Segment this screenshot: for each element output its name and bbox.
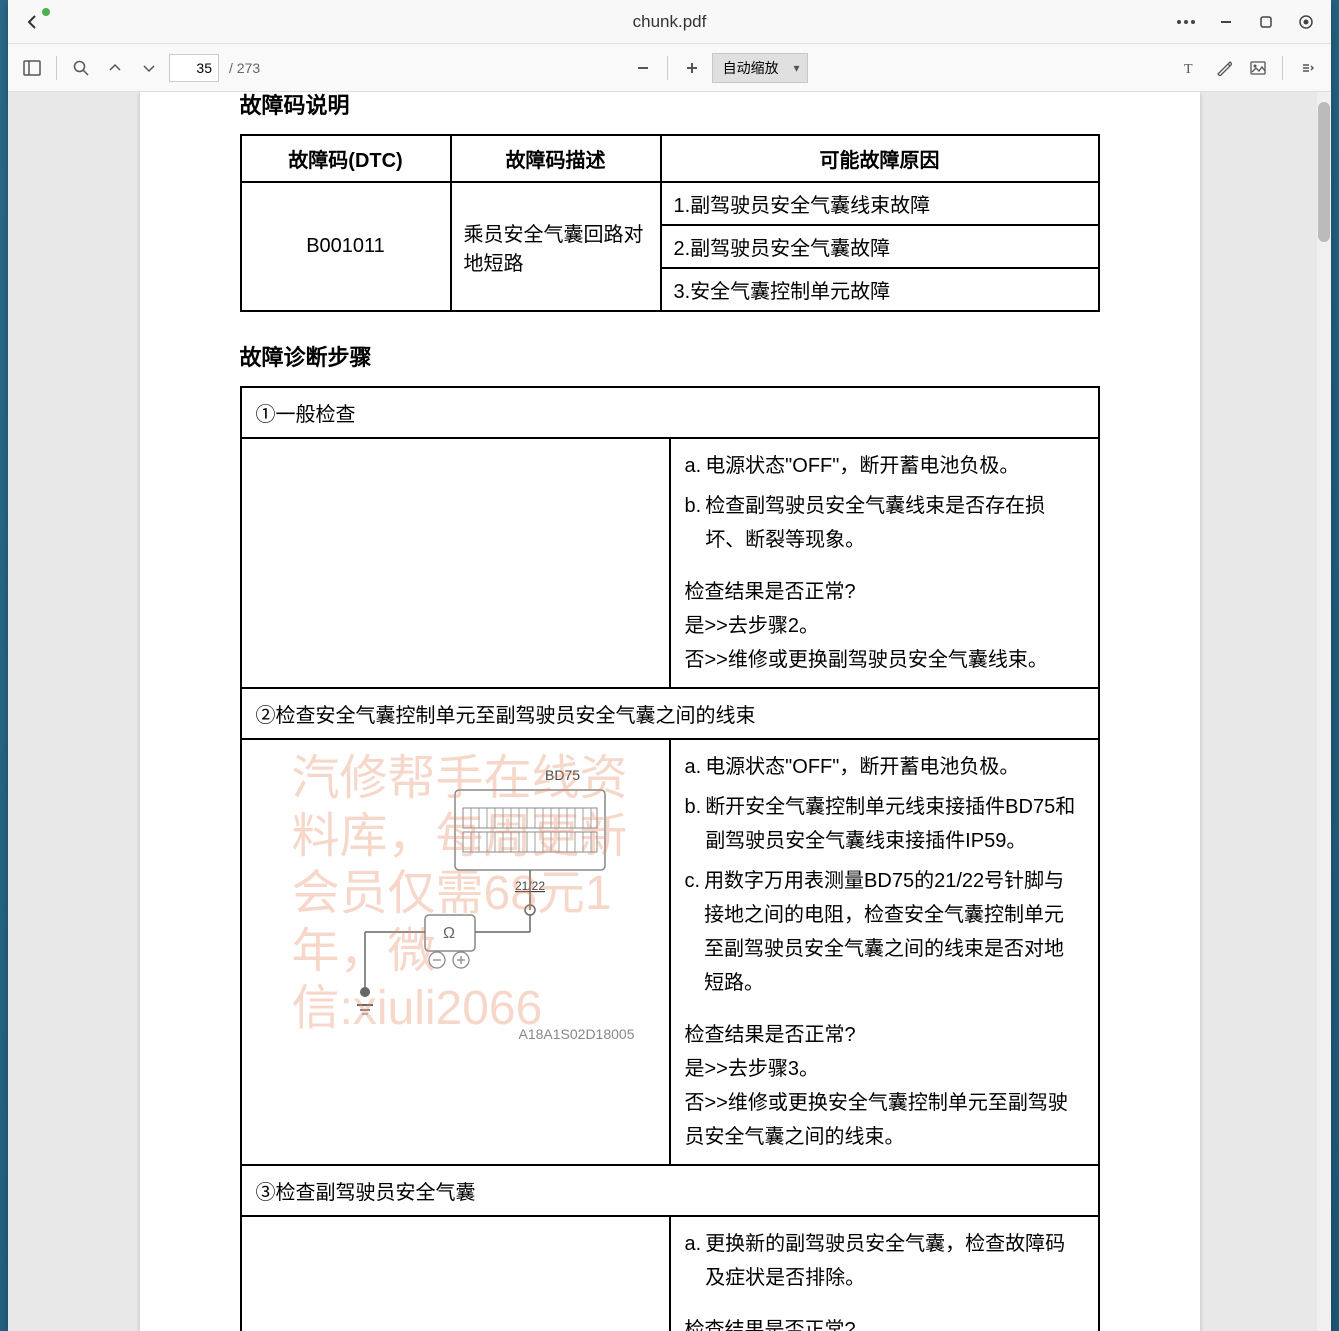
window-titlebar: chunk.pdf — [8, 0, 1331, 44]
svg-text:BD75: BD75 — [545, 767, 580, 783]
empty-figure-cell — [241, 438, 670, 688]
svg-text:T: T — [1184, 62, 1193, 76]
table-row: a.更换新的副驾驶员安全气囊，检查故障码及症状是否排除。 检查结果是否正常? — [241, 1216, 1099, 1331]
pdf-viewport[interactable]: 故障码说明 故障码(DTC) 故障码描述 可能故障原因 B001011 乘员安全… — [8, 92, 1331, 1331]
connector-diagram: BD75 21/22 Ω — [285, 760, 625, 1030]
check-yes: 是>>去步骤2。 — [685, 609, 1084, 643]
table-header: 故障码(DTC) — [241, 135, 451, 182]
minimize-button[interactable] — [1213, 9, 1239, 35]
check-question: 检查结果是否正常? — [685, 1313, 1084, 1331]
step-text-cell: a.电源状态"OFF"，断开蓄电池负极。 b.断开安全气囊控制单元线束接插件BD… — [670, 739, 1099, 1165]
separator — [667, 56, 668, 80]
scrollbar-track[interactable] — [1317, 92, 1331, 1331]
step-text-cell: a.电源状态"OFF"，断开蓄电池负极。 b.检查副驾驶员安全气囊线束是否存在损… — [670, 438, 1099, 688]
zoom-select-wrap: 自动缩放 — [712, 53, 808, 83]
zoom-out-icon[interactable] — [629, 54, 657, 82]
page-number-input[interactable] — [169, 54, 219, 82]
figure-cell: 汽修帮手在线资料库，每周更新 会员仅需68元1年，微信:xiuli2066 BD… — [241, 739, 670, 1165]
dtc-cause-cell: 3.安全气囊控制单元故障 — [661, 268, 1099, 311]
table-row: ①一般检查 — [241, 387, 1099, 438]
more-button[interactable] — [1173, 9, 1199, 35]
table-header: 可能故障原因 — [661, 135, 1099, 182]
window-title: chunk.pdf — [633, 12, 707, 32]
check-question: 检查结果是否正常? — [685, 575, 1084, 609]
dtc-desc-cell: 乘员安全气囊回路对地短路 — [451, 182, 661, 311]
page-total-label: / 273 — [229, 60, 260, 76]
svg-text:Ω: Ω — [443, 925, 455, 942]
step-item: 用数字万用表测量BD75的21/22号针脚与接地之间的电阻，检查安全气囊控制单元… — [704, 864, 1083, 1000]
text-tool-icon[interactable]: T — [1176, 54, 1204, 82]
table-row: B001011 乘员安全气囊回路对地短路 1.副驾驶员安全气囊线束故障 — [241, 182, 1099, 225]
titlebar-controls — [1173, 9, 1319, 35]
separator — [1282, 56, 1283, 80]
draw-tool-icon[interactable] — [1210, 54, 1238, 82]
zoom-select[interactable]: 自动缩放 — [712, 53, 808, 83]
table-row: ③检查副驾驶员安全气囊 — [241, 1165, 1099, 1216]
maximize-button[interactable] — [1253, 9, 1279, 35]
check-yes: 是>>去步骤3。 — [685, 1052, 1084, 1086]
empty-figure-cell — [241, 1216, 670, 1331]
step-item: 电源状态"OFF"，断开蓄电池负极。 — [705, 449, 1083, 483]
pdf-toolbar: / 273 自动缩放 T — [8, 44, 1331, 92]
step-item: 检查副驾驶员安全气囊线束是否存在损坏、断裂等现象。 — [705, 489, 1083, 557]
more-tools-icon[interactable] — [1293, 54, 1321, 82]
next-page-icon[interactable] — [135, 54, 163, 82]
scrollbar-thumb[interactable] — [1318, 102, 1330, 242]
step-text-cell: a.更换新的副驾驶员安全气囊，检查故障码及症状是否排除。 检查结果是否正常? — [670, 1216, 1099, 1331]
dtc-code-cell: B001011 — [241, 182, 451, 311]
table-header: 故障码描述 — [451, 135, 661, 182]
step-header: ①一般检查 — [241, 387, 1099, 438]
zoom-in-icon[interactable] — [678, 54, 706, 82]
pdf-page: 故障码说明 故障码(DTC) 故障码描述 可能故障原因 B001011 乘员安全… — [140, 92, 1200, 1331]
record-button[interactable] — [1293, 9, 1319, 35]
prev-page-icon[interactable] — [101, 54, 129, 82]
table-row: 故障码(DTC) 故障码描述 可能故障原因 — [241, 135, 1099, 182]
step-item: 断开安全气囊控制单元线束接插件BD75和副驾驶员安全气囊线束接插件IP59。 — [705, 790, 1083, 858]
dtc-cause-cell: 2.副驾驶员安全气囊故障 — [661, 225, 1099, 268]
sidebar-toggle-icon[interactable] — [18, 54, 46, 82]
diagnosis-table: ①一般检查 a.电源状态"OFF"，断开蓄电池负极。 b.检查副驾驶员安全气囊线… — [240, 386, 1100, 1331]
step-item: 更换新的副驾驶员安全气囊，检查故障码及症状是否排除。 — [705, 1227, 1083, 1295]
dtc-table: 故障码(DTC) 故障码描述 可能故障原因 B001011 乘员安全气囊回路对地… — [240, 134, 1100, 312]
notification-dot — [42, 8, 50, 16]
step-item: 电源状态"OFF"，断开蓄电池负极。 — [705, 750, 1083, 784]
step-header: ②检查安全气囊控制单元至副驾驶员安全气囊之间的线束 — [241, 688, 1099, 739]
check-question: 检查结果是否正常? — [685, 1018, 1084, 1052]
search-icon[interactable] — [67, 54, 95, 82]
table-row: 汽修帮手在线资料库，每周更新 会员仅需68元1年，微信:xiuli2066 BD… — [241, 739, 1099, 1165]
section-heading: 故障诊断步骤 — [240, 340, 1100, 372]
dtc-cause-cell: 1.副驾驶员安全气囊线束故障 — [661, 182, 1099, 225]
section-heading: 故障码说明 — [240, 92, 1100, 120]
app-window: chunk.pdf — [8, 0, 1331, 1331]
check-no: 否>>维修或更换副驾驶员安全气囊线束。 — [685, 643, 1084, 677]
check-no: 否>>维修或更换安全气囊控制单元至副驾驶员安全气囊之间的线束。 — [685, 1086, 1084, 1154]
separator — [56, 56, 57, 80]
image-tool-icon[interactable] — [1244, 54, 1272, 82]
back-button[interactable] — [20, 10, 44, 34]
table-row: ②检查安全气囊控制单元至副驾驶员安全气囊之间的线束 — [241, 688, 1099, 739]
table-row: a.电源状态"OFF"，断开蓄电池负极。 b.检查副驾驶员安全气囊线束是否存在损… — [241, 438, 1099, 688]
step-header: ③检查副驾驶员安全气囊 — [241, 1165, 1099, 1216]
